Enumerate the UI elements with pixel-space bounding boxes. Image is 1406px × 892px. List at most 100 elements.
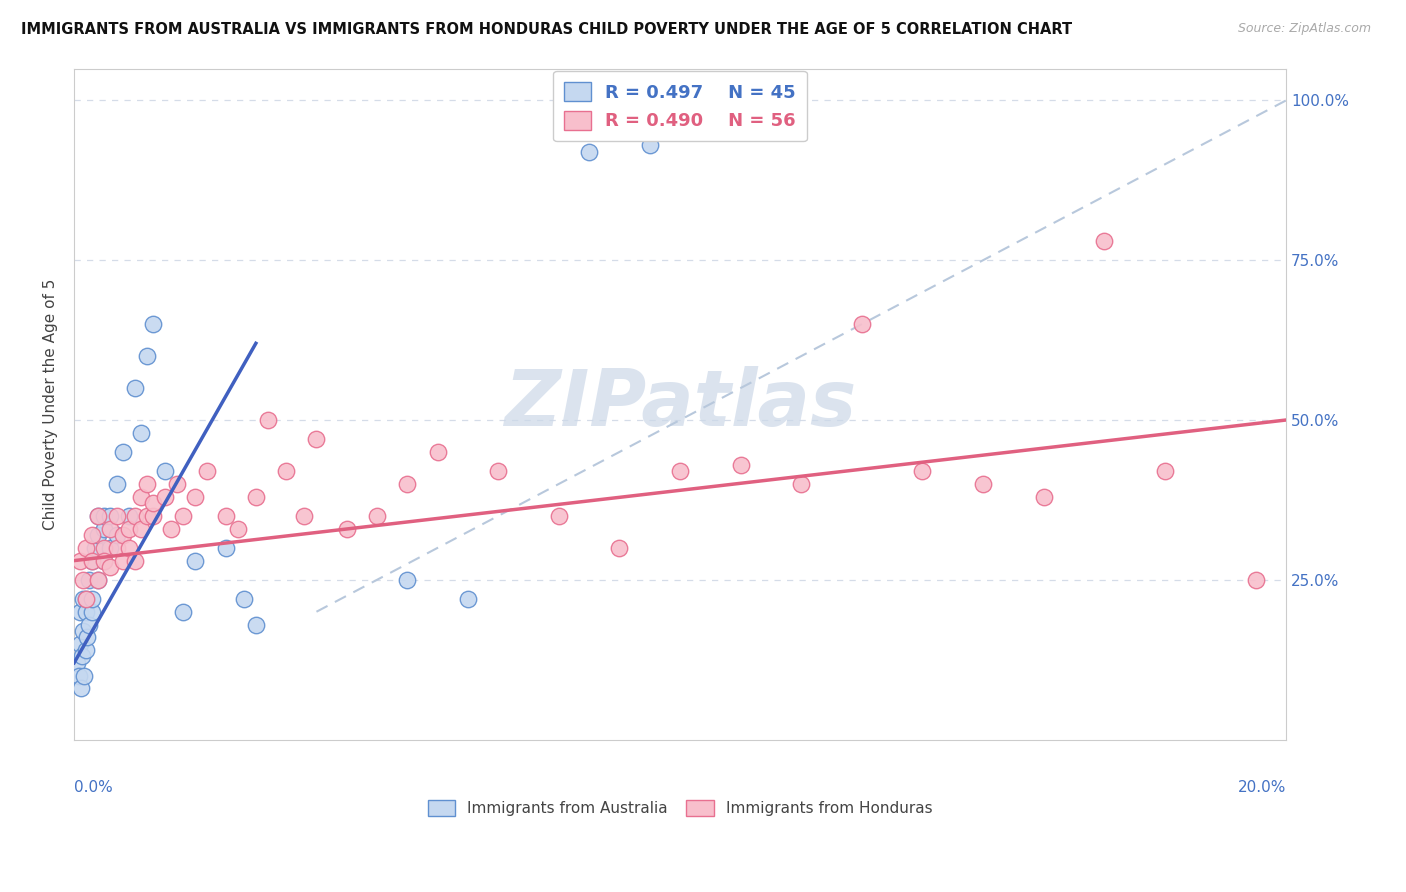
Point xyxy=(1244,573,1267,587)
Point xyxy=(93,522,115,536)
Point xyxy=(70,681,93,696)
Point xyxy=(105,528,128,542)
Point xyxy=(336,522,359,536)
Point xyxy=(366,508,388,523)
Point xyxy=(75,605,97,619)
Point xyxy=(124,381,146,395)
Point xyxy=(84,541,107,555)
Point xyxy=(100,560,122,574)
Point xyxy=(75,591,97,606)
Point xyxy=(82,591,104,606)
Point xyxy=(153,490,176,504)
Point xyxy=(87,573,110,587)
Point xyxy=(100,508,122,523)
Point xyxy=(197,464,219,478)
Point xyxy=(730,458,752,472)
Point xyxy=(73,668,96,682)
Point xyxy=(142,317,165,331)
Point xyxy=(77,573,100,587)
Point xyxy=(160,522,183,536)
Point xyxy=(276,464,298,478)
Point xyxy=(911,464,934,478)
Point xyxy=(82,528,104,542)
Point xyxy=(609,541,631,555)
Text: 20.0%: 20.0% xyxy=(1237,780,1286,795)
Point xyxy=(100,522,122,536)
Point xyxy=(142,496,165,510)
Point xyxy=(67,668,90,682)
Text: ZIPatlas: ZIPatlas xyxy=(503,366,856,442)
Point xyxy=(87,508,110,523)
Point xyxy=(669,464,692,478)
Point xyxy=(245,490,267,504)
Point xyxy=(77,617,100,632)
Point xyxy=(82,553,104,567)
Point xyxy=(638,138,661,153)
Point xyxy=(245,617,267,632)
Text: 0.0%: 0.0% xyxy=(75,780,112,795)
Point xyxy=(226,522,249,536)
Point xyxy=(111,553,134,567)
Point xyxy=(87,508,110,523)
Point xyxy=(578,145,600,159)
Text: Source: ZipAtlas.com: Source: ZipAtlas.com xyxy=(1237,22,1371,36)
Point xyxy=(87,573,110,587)
Point xyxy=(129,490,152,504)
Point xyxy=(1153,464,1175,478)
Point xyxy=(184,490,207,504)
Point xyxy=(93,508,115,523)
Point xyxy=(117,508,139,523)
Point xyxy=(214,508,236,523)
Point xyxy=(142,508,165,523)
Point xyxy=(75,591,97,606)
Point xyxy=(172,508,194,523)
Point xyxy=(70,649,93,664)
Point xyxy=(82,605,104,619)
Point xyxy=(72,624,94,638)
Point xyxy=(135,477,157,491)
Point xyxy=(72,591,94,606)
Point xyxy=(105,541,128,555)
Point xyxy=(129,522,152,536)
Point xyxy=(135,508,157,523)
Point xyxy=(184,553,207,567)
Point xyxy=(100,541,122,555)
Point xyxy=(93,553,115,567)
Point xyxy=(232,591,254,606)
Point xyxy=(87,528,110,542)
Point xyxy=(396,573,419,587)
Point xyxy=(117,522,139,536)
Point xyxy=(111,528,134,542)
Point xyxy=(214,541,236,555)
Point xyxy=(105,477,128,491)
Point xyxy=(305,432,328,446)
Point xyxy=(486,464,509,478)
Point xyxy=(93,553,115,567)
Point xyxy=(82,553,104,567)
Point xyxy=(75,643,97,657)
Point xyxy=(69,637,91,651)
Point xyxy=(66,656,89,670)
Y-axis label: Child Poverty Under the Age of 5: Child Poverty Under the Age of 5 xyxy=(44,278,58,530)
Text: IMMIGRANTS FROM AUSTRALIA VS IMMIGRANTS FROM HONDURAS CHILD POVERTY UNDER THE AG: IMMIGRANTS FROM AUSTRALIA VS IMMIGRANTS … xyxy=(21,22,1073,37)
Point xyxy=(124,508,146,523)
Point xyxy=(69,605,91,619)
Legend: Immigrants from Australia, Immigrants from Honduras: Immigrants from Australia, Immigrants fr… xyxy=(422,794,939,822)
Point xyxy=(257,413,280,427)
Point xyxy=(396,477,419,491)
Point xyxy=(93,541,115,555)
Point xyxy=(547,508,569,523)
Point xyxy=(111,445,134,459)
Point xyxy=(117,541,139,555)
Point xyxy=(1032,490,1054,504)
Point xyxy=(72,573,94,587)
Point xyxy=(426,445,449,459)
Point xyxy=(790,477,813,491)
Point xyxy=(153,464,176,478)
Point xyxy=(129,425,152,440)
Point xyxy=(1092,234,1115,248)
Point xyxy=(972,477,994,491)
Point xyxy=(69,553,91,567)
Point xyxy=(135,349,157,363)
Point xyxy=(292,508,315,523)
